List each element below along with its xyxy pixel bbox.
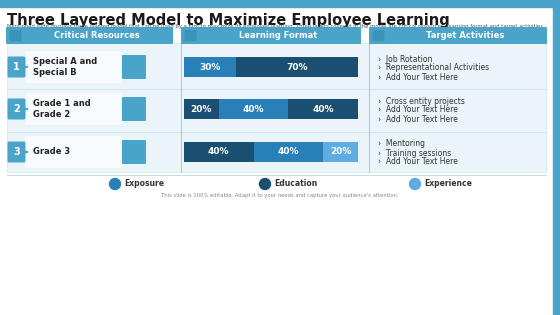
FancyBboxPatch shape — [25, 136, 121, 168]
FancyBboxPatch shape — [122, 140, 146, 164]
FancyBboxPatch shape — [122, 55, 146, 79]
FancyBboxPatch shape — [10, 30, 21, 41]
FancyBboxPatch shape — [7, 141, 26, 163]
Text: Education: Education — [274, 180, 318, 188]
Text: Grade 1 and
Grade 2: Grade 1 and Grade 2 — [33, 99, 91, 119]
Text: Target Activities: Target Activities — [426, 31, 504, 40]
Bar — [323, 142, 358, 162]
FancyBboxPatch shape — [184, 30, 197, 41]
Text: ›  Representational Activities: › Representational Activities — [378, 64, 489, 72]
Text: 1: 1 — [13, 62, 20, 72]
Text: ›  Add Your Text Here: › Add Your Text Here — [378, 158, 458, 167]
Text: 40%: 40% — [243, 105, 264, 113]
Text: Three Layered Model to Maximize Employee Learning: Three Layered Model to Maximize Employee… — [7, 13, 450, 28]
Bar — [236, 57, 358, 77]
Text: Special A and
Special B: Special A and Special B — [33, 57, 97, 77]
Text: 40%: 40% — [312, 105, 334, 113]
Circle shape — [409, 179, 421, 190]
Text: ›  Cross entity projects: › Cross entity projects — [378, 96, 465, 106]
Circle shape — [259, 179, 270, 190]
Bar — [0, 0, 553, 7]
FancyBboxPatch shape — [122, 97, 146, 121]
Text: 30%: 30% — [199, 62, 221, 72]
Text: Experience: Experience — [424, 180, 472, 188]
Text: 40%: 40% — [278, 147, 299, 157]
Text: ›  Add Your Text Here: › Add Your Text Here — [378, 114, 458, 123]
Text: ›  Mentoring: › Mentoring — [378, 140, 425, 148]
FancyBboxPatch shape — [25, 93, 121, 125]
Bar — [288, 99, 358, 119]
Text: This slide is 100% editable. Adapt it to your needs and capture your audience's : This slide is 100% editable. Adapt it to… — [161, 193, 399, 198]
Bar — [184, 57, 236, 77]
Bar — [184, 99, 219, 119]
Text: 3: 3 — [13, 147, 20, 157]
Bar — [184, 142, 254, 162]
FancyBboxPatch shape — [6, 27, 173, 44]
Bar — [553, 0, 560, 315]
FancyBboxPatch shape — [25, 51, 121, 83]
Text: ›  Job Rotation: › Job Rotation — [378, 54, 432, 64]
Text: 20%: 20% — [330, 147, 351, 157]
Text: ›  Add Your Text Here: › Add Your Text Here — [378, 72, 458, 82]
Text: ›  Training sessions: › Training sessions — [378, 148, 451, 158]
Text: 40%: 40% — [208, 147, 230, 157]
FancyBboxPatch shape — [369, 27, 547, 44]
Circle shape — [110, 179, 120, 190]
Bar — [254, 142, 323, 162]
FancyBboxPatch shape — [181, 27, 361, 44]
Text: Grade 3: Grade 3 — [33, 147, 70, 157]
FancyBboxPatch shape — [7, 56, 26, 77]
Text: Critical Resources: Critical Resources — [54, 31, 139, 40]
FancyBboxPatch shape — [7, 43, 546, 172]
Text: 20%: 20% — [191, 105, 212, 113]
FancyBboxPatch shape — [7, 99, 26, 119]
Bar — [219, 99, 288, 119]
Text: ›  Add Your Text Here: › Add Your Text Here — [378, 106, 458, 114]
Text: 70%: 70% — [286, 62, 308, 72]
Text: Exposure: Exposure — [124, 180, 164, 188]
Text: 2: 2 — [13, 104, 20, 114]
Text: Learning Format: Learning Format — [239, 31, 317, 40]
FancyBboxPatch shape — [372, 30, 385, 41]
Text: Mentioned slide displays three layered model that can be used by a firm to maxim: Mentioned slide displays three layered m… — [7, 24, 545, 29]
